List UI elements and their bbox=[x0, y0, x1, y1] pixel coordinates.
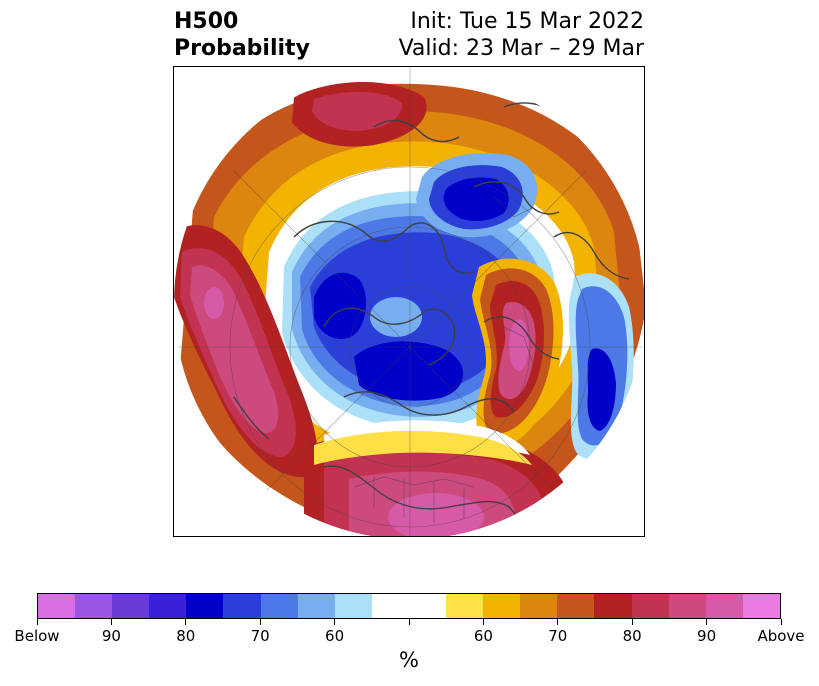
colorbar-bin bbox=[408, 594, 447, 618]
colorbar-bin bbox=[112, 594, 150, 618]
forecast-dates: Init: Tue 15 Mar 2022 Valid: 23 Mar – 29… bbox=[399, 8, 644, 62]
colorbar-tick-label: 80 bbox=[622, 627, 642, 645]
valid-range: Valid: 23 Mar – 29 Mar bbox=[398, 36, 644, 61]
colorbar-bin bbox=[446, 594, 484, 618]
colorbar-tick-label: Below bbox=[14, 627, 60, 645]
colorbar-bin bbox=[297, 594, 335, 618]
chart-title: H500 Probability bbox=[174, 8, 310, 62]
pacific-ridge-peak bbox=[204, 287, 224, 319]
colorbar-tick bbox=[408, 619, 410, 625]
asia-trough-core bbox=[587, 348, 616, 431]
colorbar-bin bbox=[186, 594, 224, 618]
colorbar-bin bbox=[483, 594, 521, 618]
america-yellow-band bbox=[314, 430, 532, 465]
title-product: Probability bbox=[174, 36, 310, 61]
colorbar-tick bbox=[259, 619, 261, 625]
colorbar-bin bbox=[260, 594, 298, 618]
colorbar-tick-label: 90 bbox=[697, 627, 717, 645]
colorbar-bin bbox=[705, 594, 743, 618]
colorbar-tick-label: 60 bbox=[473, 627, 493, 645]
colorbar-tick bbox=[482, 619, 484, 625]
colorbar-bin bbox=[742, 594, 780, 618]
below-core-pole bbox=[370, 297, 422, 337]
colorbar-tick bbox=[557, 619, 559, 625]
colorbar-tick bbox=[110, 619, 112, 625]
colorbar-tick-label: 70 bbox=[250, 627, 270, 645]
colorbar-tick bbox=[631, 619, 633, 625]
colorbar-bin bbox=[223, 594, 261, 618]
init-date: Init: Tue 15 Mar 2022 bbox=[410, 9, 644, 34]
colorbar-bin bbox=[334, 594, 372, 618]
colorbar-tick bbox=[706, 619, 708, 625]
below-core-south bbox=[354, 341, 464, 401]
colorbar-bin bbox=[520, 594, 558, 618]
colorbar-bin bbox=[557, 594, 595, 618]
colorbar-bin bbox=[149, 594, 187, 618]
coastlines bbox=[233, 102, 630, 536]
colorbar-bin bbox=[38, 594, 76, 618]
europe-ridge-peak bbox=[509, 319, 529, 371]
colorbar-tick bbox=[334, 619, 336, 625]
colorbar bbox=[37, 593, 781, 619]
country-borders bbox=[353, 196, 535, 522]
colorbar-tick-label: 70 bbox=[548, 627, 568, 645]
colorbar-tick-label: Above bbox=[757, 627, 805, 645]
trough-north-core bbox=[443, 177, 509, 221]
colorbar-unit-label: % bbox=[399, 648, 419, 672]
arctic-ridge-inner bbox=[312, 91, 403, 131]
polar-map bbox=[174, 67, 644, 536]
colorbar-tick bbox=[780, 619, 782, 625]
colorbar-tick bbox=[185, 619, 187, 625]
colorbar-tick-label: 80 bbox=[176, 627, 196, 645]
colorbar-bin bbox=[371, 594, 409, 618]
colorbar-tick-label: 60 bbox=[325, 627, 345, 645]
probability-map bbox=[173, 66, 645, 537]
title-variable: H500 bbox=[174, 9, 239, 34]
colorbar-tick bbox=[36, 619, 38, 625]
colorbar-bin bbox=[75, 594, 113, 618]
colorbar-bin bbox=[631, 594, 669, 618]
colorbar-tick-label: 90 bbox=[101, 627, 121, 645]
colorbar-bin bbox=[594, 594, 632, 618]
colorbar-bin bbox=[668, 594, 706, 618]
